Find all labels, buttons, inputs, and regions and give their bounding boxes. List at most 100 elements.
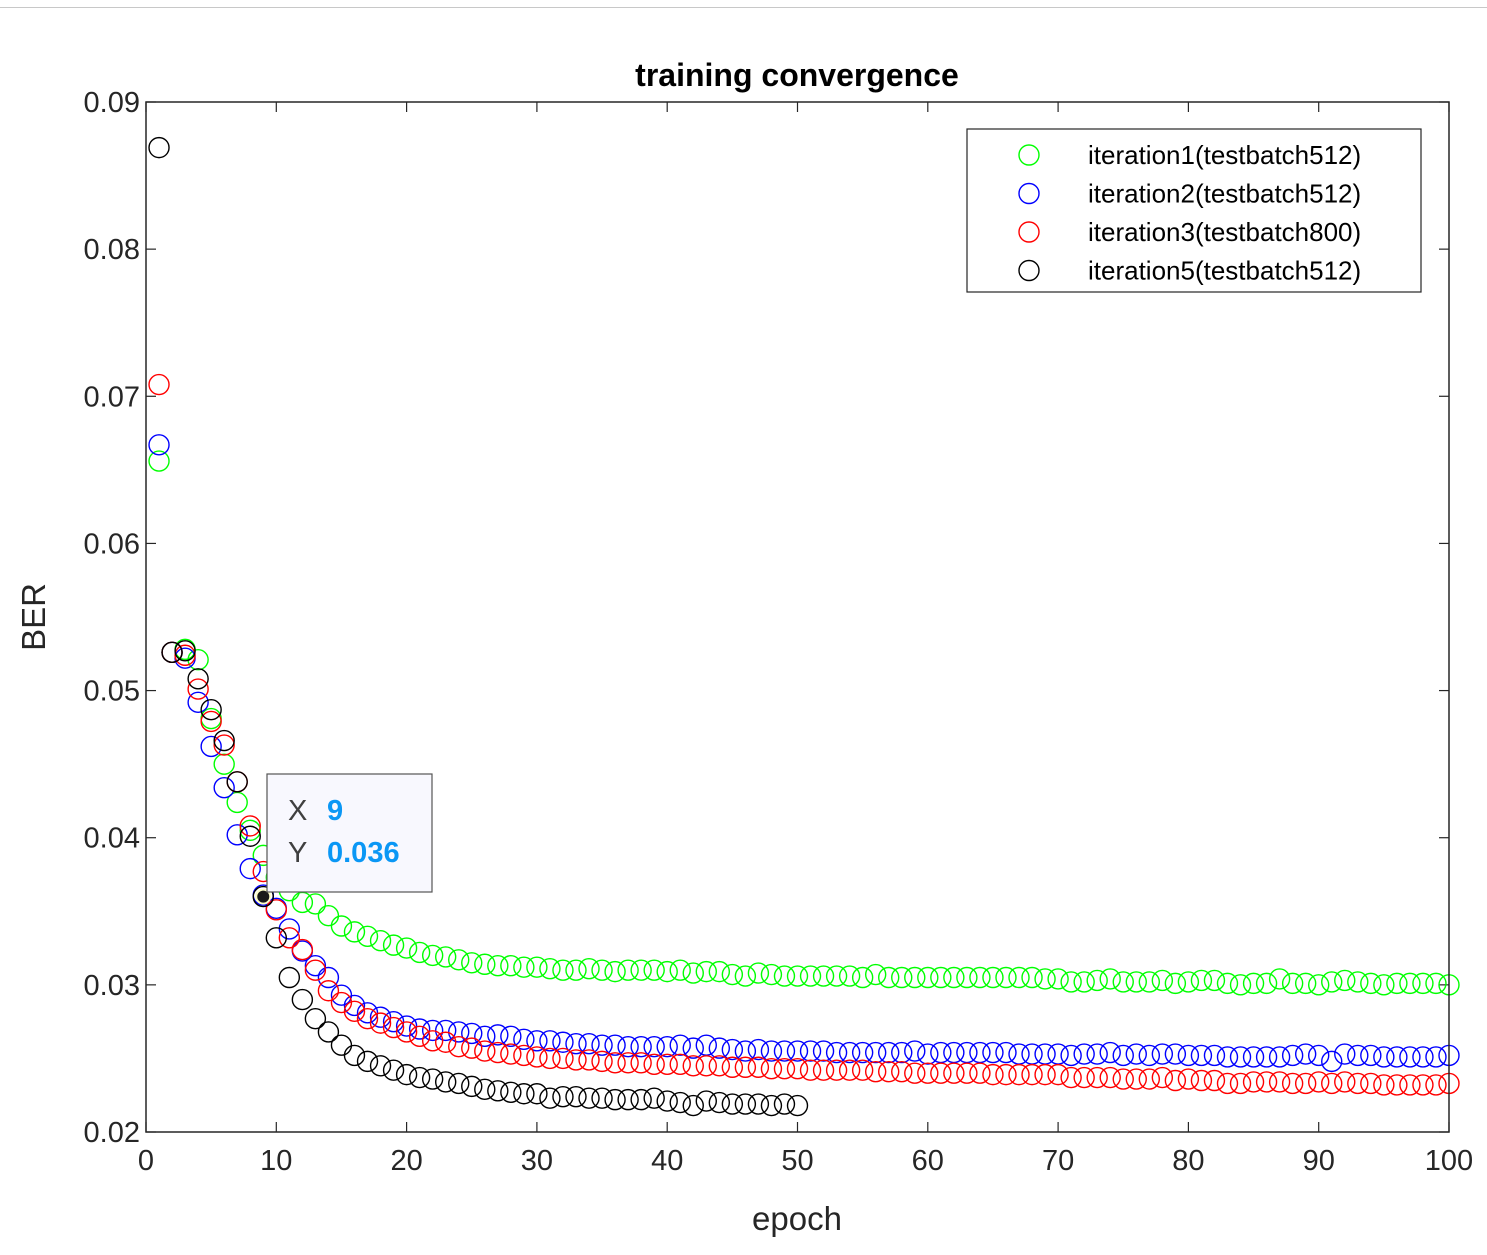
data-point[interactable] bbox=[1334, 1043, 1356, 1065]
data-point[interactable] bbox=[682, 1037, 704, 1059]
data-point[interactable] bbox=[382, 1016, 405, 1039]
data-point[interactable] bbox=[421, 944, 444, 967]
data-point[interactable] bbox=[969, 966, 991, 989]
data-point[interactable] bbox=[1255, 972, 1278, 995]
data-point[interactable] bbox=[552, 1085, 574, 1108]
data-point[interactable] bbox=[1125, 1068, 1147, 1090]
data-point[interactable] bbox=[1099, 1066, 1121, 1089]
data-point[interactable] bbox=[1425, 972, 1447, 995]
data-point[interactable] bbox=[878, 966, 900, 989]
data-point[interactable] bbox=[773, 1058, 796, 1080]
data-point[interactable] bbox=[1386, 1046, 1408, 1068]
data-point[interactable] bbox=[1268, 1046, 1291, 1068]
data-point[interactable] bbox=[1412, 1046, 1434, 1068]
data-point[interactable] bbox=[461, 1037, 483, 1059]
data-point[interactable] bbox=[1294, 972, 1317, 995]
data-point[interactable] bbox=[617, 959, 639, 981]
data-point[interactable] bbox=[747, 1038, 770, 1061]
data-point[interactable] bbox=[252, 885, 274, 908]
data-point[interactable] bbox=[1229, 1046, 1252, 1068]
data-point[interactable] bbox=[1360, 972, 1382, 995]
data-point[interactable] bbox=[930, 1062, 952, 1084]
data-point[interactable] bbox=[148, 434, 170, 456]
data-point[interactable] bbox=[1177, 1068, 1200, 1090]
data-point[interactable] bbox=[943, 1062, 965, 1084]
data-point[interactable] bbox=[1151, 1043, 1174, 1065]
data-point[interactable] bbox=[1229, 1072, 1252, 1095]
data-point[interactable] bbox=[408, 941, 431, 964]
data-point[interactable] bbox=[1164, 1043, 1187, 1065]
data-point[interactable] bbox=[369, 1055, 392, 1077]
data-point[interactable] bbox=[786, 1040, 809, 1062]
data-point[interactable] bbox=[1177, 971, 1200, 993]
data-point[interactable] bbox=[982, 1041, 1004, 1064]
data-point[interactable] bbox=[1386, 1074, 1408, 1096]
data-point[interactable] bbox=[734, 965, 757, 987]
data-point[interactable] bbox=[1268, 968, 1291, 990]
data-point[interactable] bbox=[343, 1000, 366, 1023]
data-point[interactable] bbox=[408, 1066, 431, 1089]
data-point[interactable] bbox=[1151, 1066, 1174, 1089]
data-point[interactable] bbox=[708, 1037, 731, 1059]
data-point[interactable] bbox=[1203, 1069, 1226, 1092]
data-point[interactable] bbox=[1008, 1043, 1030, 1065]
data-point[interactable] bbox=[851, 966, 874, 989]
data-point[interactable] bbox=[1060, 1044, 1082, 1067]
data-point[interactable] bbox=[239, 819, 261, 842]
data-point[interactable] bbox=[187, 668, 209, 690]
data-point[interactable] bbox=[1034, 1063, 1056, 1086]
data-point[interactable] bbox=[317, 905, 340, 927]
data-point[interactable] bbox=[330, 984, 353, 1006]
data-point[interactable] bbox=[565, 1085, 587, 1108]
data-point[interactable] bbox=[474, 1040, 496, 1062]
data-point[interactable] bbox=[304, 1008, 327, 1030]
data-point[interactable] bbox=[864, 1060, 887, 1083]
data-point[interactable] bbox=[552, 959, 574, 981]
data-point[interactable] bbox=[969, 1041, 991, 1064]
data-point[interactable] bbox=[630, 959, 652, 981]
data-point[interactable] bbox=[421, 1019, 444, 1042]
data-point[interactable] bbox=[487, 1024, 509, 1046]
data-point[interactable] bbox=[1294, 1043, 1317, 1065]
data-point[interactable] bbox=[747, 1056, 770, 1078]
data-point[interactable] bbox=[317, 1021, 340, 1043]
data-point[interactable] bbox=[304, 959, 327, 981]
data-point[interactable] bbox=[239, 815, 261, 837]
data-point[interactable] bbox=[1047, 1063, 1069, 1086]
data-point[interactable] bbox=[474, 953, 496, 975]
data-point[interactable] bbox=[760, 1058, 783, 1080]
data-point[interactable] bbox=[1321, 971, 1343, 993]
data-point[interactable] bbox=[643, 1035, 665, 1058]
data-point[interactable] bbox=[1307, 974, 1330, 996]
data-point[interactable] bbox=[213, 776, 235, 799]
data-point[interactable] bbox=[513, 1044, 535, 1067]
data-point[interactable] bbox=[395, 1015, 418, 1037]
data-point[interactable] bbox=[630, 1088, 652, 1111]
data-point[interactable] bbox=[1034, 1043, 1056, 1065]
data-point[interactable] bbox=[513, 1083, 535, 1105]
data-point[interactable] bbox=[1125, 1043, 1147, 1065]
data-point[interactable] bbox=[474, 1025, 496, 1048]
data-point[interactable] bbox=[526, 1083, 548, 1105]
data-point[interactable] bbox=[330, 915, 353, 937]
data-point[interactable] bbox=[695, 1090, 717, 1112]
data-point[interactable] bbox=[891, 1041, 913, 1064]
data-point[interactable] bbox=[1399, 1046, 1421, 1068]
data-point[interactable] bbox=[174, 638, 196, 661]
data-point[interactable] bbox=[734, 1040, 757, 1062]
data-point[interactable] bbox=[161, 641, 183, 664]
data-point[interactable] bbox=[969, 1062, 991, 1084]
data-point[interactable] bbox=[565, 1049, 587, 1071]
data-point[interactable] bbox=[1073, 1066, 1095, 1089]
data-point[interactable] bbox=[1268, 1071, 1291, 1093]
data-point[interactable] bbox=[448, 949, 470, 971]
data-point[interactable] bbox=[591, 959, 613, 981]
data-point[interactable] bbox=[604, 1034, 626, 1056]
data-point[interactable] bbox=[995, 1041, 1017, 1064]
data-point[interactable] bbox=[1073, 1043, 1095, 1065]
data-point[interactable] bbox=[434, 946, 457, 968]
data-point[interactable] bbox=[656, 1035, 678, 1058]
data-point[interactable] bbox=[656, 1090, 678, 1112]
data-point[interactable] bbox=[825, 965, 848, 987]
data-point[interactable] bbox=[1294, 1072, 1317, 1095]
